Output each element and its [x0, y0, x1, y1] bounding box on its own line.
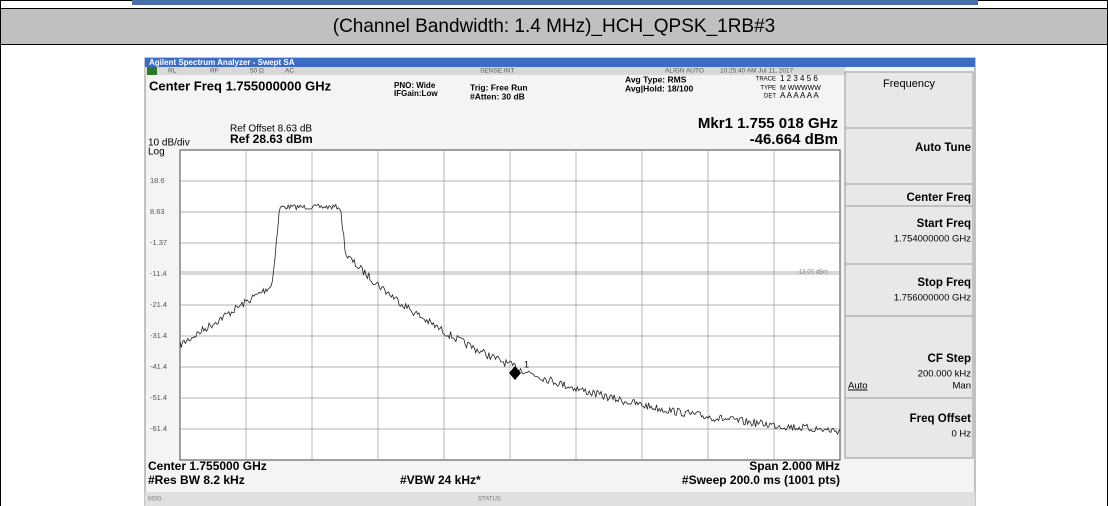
y-label: -1.37: [150, 238, 167, 247]
softkey-label: CF Step: [928, 353, 971, 365]
status-item: AC: [285, 68, 294, 75]
status-item: 10:25:40 AM Jul 11, 2017: [720, 68, 794, 75]
avg-type: Avg Type: RMS: [625, 74, 687, 84]
atten: #Atten: 30 dB: [470, 91, 525, 101]
footer-span: Span 2.000 MHz: [749, 459, 840, 473]
ref-level: Ref 28.63 dBm: [230, 132, 313, 146]
pno: PNO: Wide: [394, 81, 436, 90]
softkey: [844, 127, 974, 185]
det-label: DET: [764, 94, 776, 100]
det-value: A A A A A A: [780, 91, 819, 100]
trace-label: TRACE: [756, 77, 776, 83]
softkey: [844, 315, 974, 399]
softkey-menu: [844, 71, 974, 129]
message-bar: [145, 492, 975, 506]
trace-nums: 1 2 3 4 5 6: [780, 74, 818, 83]
limit-label: -13.00 dBm: [797, 270, 828, 276]
marker-freq: Mkr1 1.755 018 GHz: [698, 115, 838, 132]
softkey-label: Start Freq: [917, 218, 971, 230]
status-item: RF: [210, 68, 219, 75]
softkey: [844, 263, 974, 317]
softkey-label: Freq Offset: [910, 413, 972, 425]
prev-image-edge: [132, 0, 978, 5]
footer-rbw: #Res BW 8.2 kHz: [148, 473, 245, 487]
avg-hold: Avg|Hold: 18/100: [625, 83, 693, 93]
marker-diamond: [509, 366, 521, 380]
footer-sweep: #Sweep 200.0 ms (1001 pts): [682, 473, 840, 487]
type-label: TYPE: [760, 86, 776, 92]
softkey: [844, 397, 974, 459]
status-item: 50 Ω: [250, 68, 264, 75]
status-item: ALIGN AUTO: [665, 68, 704, 75]
trig: Trig: Free Run: [470, 82, 528, 92]
softkey-option: Auto: [848, 381, 868, 392]
y-label: 8.63: [150, 207, 165, 216]
softkey-value: 1.756000000 GHz: [894, 293, 971, 304]
y-label: -11.4: [150, 269, 167, 278]
softkey: [844, 205, 974, 265]
msg: MSG: [148, 497, 162, 503]
y-label: -31.4: [150, 331, 167, 340]
softkey-option: Man: [953, 381, 971, 392]
title-bar: [145, 58, 975, 67]
status-row: [145, 67, 845, 75]
grid: [180, 150, 840, 460]
ref-offset: Ref Offset 8.63 dB: [230, 124, 312, 135]
status-item: RL: [168, 68, 177, 75]
title-bar-text: Agilent Spectrum Analyzer - Swept SA: [149, 58, 295, 67]
status: STATUS: [478, 497, 501, 503]
header-row: [0, 8, 1108, 45]
scale: 10 dB/div: [148, 138, 190, 149]
scale-type: Log: [148, 147, 165, 158]
softkey-label: Auto Tune: [915, 142, 971, 154]
softkey-menu-title: Frequency: [883, 78, 935, 90]
status-item: SENSE:INT: [480, 68, 514, 75]
softkey-value: 200.000 kHz: [918, 369, 972, 380]
softkey-label: Stop Freq: [917, 277, 971, 289]
y-label: -51.4: [150, 393, 167, 402]
softkey-value: 1.754000000 GHz: [894, 234, 971, 245]
y-label: -41.4: [150, 362, 167, 371]
softkey-label: Center Freq: [906, 192, 971, 204]
status-icon: [147, 67, 157, 75]
type-value: M WWWWW: [780, 85, 821, 92]
softkey-value: 0 Hz: [951, 429, 971, 440]
footer-center: Center 1.755000 GHz: [148, 459, 267, 473]
y-label: -61.4: [150, 424, 167, 433]
center-freq: Center Freq 1.755000000 GHz: [149, 78, 332, 93]
footer-vbw: #VBW 24 kHz*: [400, 473, 481, 487]
y-label: -21.4: [150, 300, 167, 309]
spectrum-trace: [179, 203, 841, 436]
marker-id: 1: [524, 359, 529, 369]
y-label: 18.6: [150, 176, 165, 185]
if-gain: IFGain:Low: [394, 89, 438, 98]
header-title: (Channel Bandwidth: 1.4 MHz)_HCH_QPSK_1R…: [333, 16, 776, 37]
marker-level: -46.664 dBm: [750, 131, 838, 148]
